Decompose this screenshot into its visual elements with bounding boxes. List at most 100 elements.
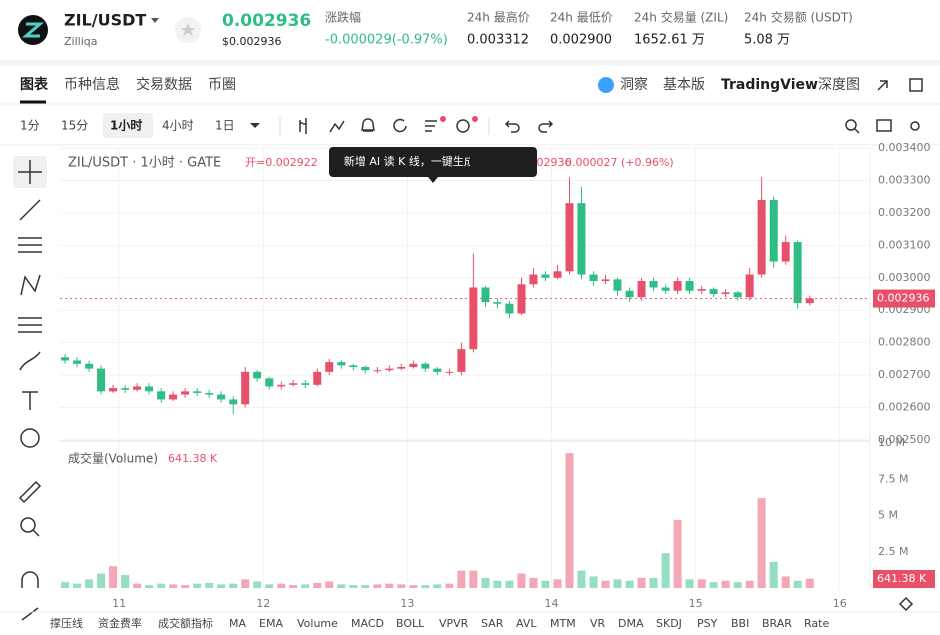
interval[interactable]: 1日	[215, 119, 235, 133]
legend-open: 开=0.002922	[245, 156, 318, 169]
tooltip-cover	[470, 152, 536, 174]
indicator[interactable]: 资金费率	[98, 616, 142, 630]
indicator[interactable]: 撑压线	[50, 616, 83, 630]
volume-bar	[613, 579, 622, 588]
insight-icon[interactable]	[598, 77, 614, 93]
volume-legend-value: 641.38 K	[168, 452, 218, 465]
candle-body	[529, 274, 538, 285]
volume-bar	[253, 581, 262, 588]
view-tab[interactable]: 基本版	[663, 76, 705, 93]
legend-change: 0.000027 (+0.96%)	[565, 156, 674, 169]
stat-label: 24h 交易额 (USDT)	[744, 10, 853, 25]
candle-body	[505, 303, 514, 314]
candle-body	[625, 290, 634, 298]
candle-body	[169, 394, 178, 400]
indicator[interactable]: VPVR	[439, 617, 469, 630]
y-tick-label: 0.002500	[878, 433, 931, 446]
candle-body	[109, 388, 118, 392]
candle-body	[445, 371, 454, 373]
tab[interactable]: 交易数据	[136, 76, 192, 93]
volume-bar	[181, 585, 190, 588]
header-bg	[0, 0, 940, 60]
candle-body	[565, 203, 574, 272]
stat-value: 1652.61 万	[634, 33, 705, 48]
indicator[interactable]: EMA	[259, 617, 283, 630]
volume-bar	[709, 582, 718, 588]
settings-icon[interactable]	[898, 596, 914, 612]
candle-body	[805, 298, 814, 304]
x-tick-label: 14	[544, 597, 558, 610]
volume-bar	[289, 585, 298, 588]
indicator[interactable]: SKDJ	[656, 617, 682, 630]
indicator[interactable]: BOLL	[396, 617, 425, 630]
view-tab[interactable]: TradingView	[721, 77, 818, 93]
stat-label: 24h 交易量 (ZIL)	[634, 10, 728, 25]
volume-bar	[373, 584, 382, 588]
interval-dropdown[interactable]	[250, 123, 260, 128]
candle-body	[145, 386, 154, 392]
indicator[interactable]: BBI	[731, 617, 749, 630]
indicator[interactable]: PSY	[697, 617, 718, 630]
view-tab[interactable]: 洞察	[620, 76, 648, 93]
candle-body	[601, 279, 610, 282]
volume-bar	[685, 579, 694, 588]
window-icon[interactable]	[909, 78, 923, 92]
volume-bar	[409, 585, 418, 588]
indicator[interactable]: Rate	[804, 617, 829, 630]
fullscreen-icon[interactable]	[877, 80, 888, 91]
indicator[interactable]: 成交额指标	[158, 616, 213, 630]
view-tab[interactable]: 深度图	[818, 77, 860, 93]
volume-bar	[673, 519, 682, 588]
volume-bar	[421, 585, 430, 588]
volume-bar	[337, 584, 346, 588]
interval[interactable]: 1小时	[110, 118, 142, 133]
price: 0.002936	[222, 11, 311, 31]
candle-body	[637, 281, 646, 298]
indicator[interactable]: SAR	[481, 617, 504, 630]
x-tick-label: 11	[112, 597, 126, 610]
indicator[interactable]: MA	[229, 617, 246, 630]
candle-body	[85, 363, 94, 369]
toolbar-icons[interactable]	[299, 118, 920, 134]
x-tick-label: 16	[833, 597, 847, 610]
candle-body	[409, 363, 418, 367]
interval[interactable]: 15分	[61, 119, 88, 133]
indicator[interactable]: DMA	[618, 617, 644, 630]
volume-tick-label: 7.5 M	[878, 472, 908, 485]
candle-body	[721, 292, 730, 294]
indicator[interactable]: BRAR	[762, 617, 792, 630]
symbol[interactable]: ZIL/USDT	[64, 11, 146, 30]
candle-body	[73, 360, 82, 364]
indicator[interactable]: AVL	[516, 617, 537, 630]
volume-bar	[637, 577, 646, 588]
candle-body	[421, 363, 430, 369]
volume-bar	[385, 583, 394, 588]
tab[interactable]: 币种信息	[64, 76, 120, 93]
candle-body	[781, 242, 790, 262]
indicator[interactable]: VR	[590, 617, 606, 630]
volume-bar	[553, 579, 562, 588]
candle-body	[265, 378, 274, 387]
indicator[interactable]: MACD	[351, 617, 384, 630]
volume-bar	[313, 582, 322, 588]
candle-body	[133, 386, 142, 390]
indicator[interactable]: MTM	[550, 617, 576, 630]
candle-body	[181, 391, 190, 395]
volume-bar	[805, 578, 814, 588]
drawing-tools[interactable]	[18, 160, 42, 621]
tab[interactable]: 币圈	[208, 77, 236, 93]
favorite-star[interactable]	[181, 23, 195, 36]
candle-body	[253, 371, 262, 379]
candle-body	[289, 383, 298, 385]
volume-bar	[781, 576, 790, 588]
y-tick-label: 0.003000	[878, 271, 931, 284]
interval[interactable]: 4小时	[162, 119, 194, 133]
change: -0.000029(-0.97%)	[325, 33, 448, 48]
candle-body	[241, 371, 250, 405]
interval[interactable]: 1分	[20, 119, 40, 133]
symbol-dropdown[interactable]	[151, 18, 159, 23]
tab[interactable]: 图表	[20, 76, 49, 93]
indicator[interactable]: Volume	[297, 617, 338, 630]
volume-bar	[361, 585, 370, 588]
volume-bar	[97, 573, 106, 588]
